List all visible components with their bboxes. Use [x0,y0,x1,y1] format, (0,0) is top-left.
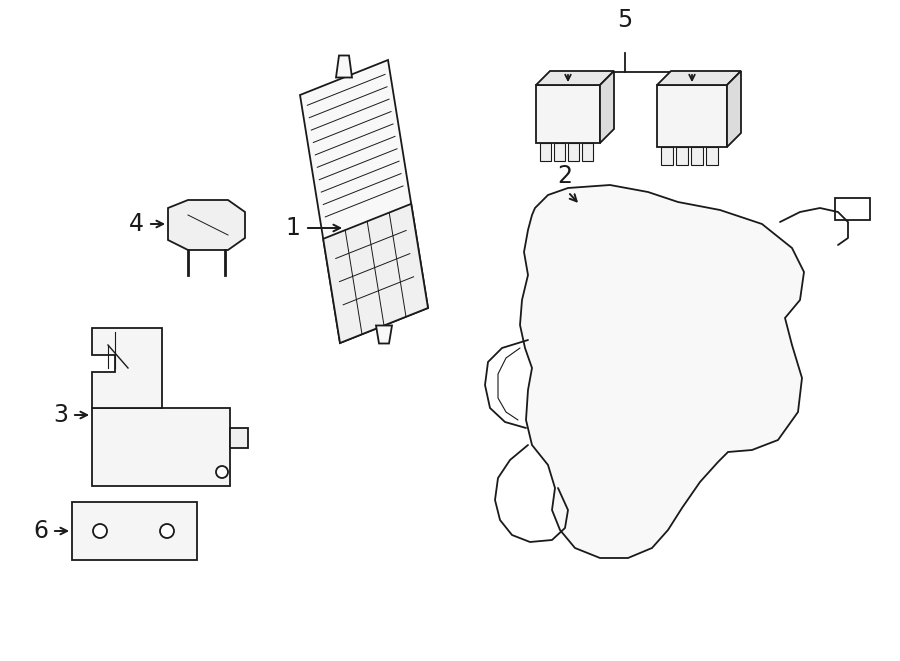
Circle shape [760,340,776,356]
FancyBboxPatch shape [540,143,551,161]
Ellipse shape [633,299,688,321]
FancyBboxPatch shape [582,143,593,161]
Polygon shape [376,325,392,344]
Polygon shape [536,71,614,85]
Polygon shape [727,71,741,147]
Text: 3: 3 [53,403,68,427]
FancyBboxPatch shape [72,502,197,560]
Polygon shape [536,85,600,143]
Circle shape [664,450,680,466]
FancyBboxPatch shape [676,147,688,165]
Polygon shape [600,71,614,143]
Circle shape [631,481,645,495]
Text: 5: 5 [617,8,633,32]
Circle shape [216,466,228,478]
Text: 1: 1 [285,216,300,240]
Polygon shape [336,56,352,77]
FancyBboxPatch shape [92,408,230,486]
Polygon shape [657,71,741,85]
Text: 6: 6 [33,519,48,543]
Text: 4: 4 [129,212,144,236]
Circle shape [553,421,567,435]
Circle shape [576,354,648,426]
Polygon shape [300,60,428,343]
Polygon shape [92,328,162,408]
Polygon shape [230,428,248,448]
Circle shape [721,361,739,379]
Polygon shape [168,200,245,250]
Polygon shape [657,85,727,147]
FancyBboxPatch shape [691,147,703,165]
Text: 2: 2 [557,164,572,188]
Circle shape [744,427,760,443]
FancyBboxPatch shape [554,143,565,161]
Polygon shape [323,204,428,343]
Circle shape [93,524,107,538]
Polygon shape [520,185,804,558]
FancyBboxPatch shape [706,147,718,165]
Circle shape [160,524,174,538]
FancyBboxPatch shape [568,143,579,161]
FancyBboxPatch shape [661,147,673,165]
